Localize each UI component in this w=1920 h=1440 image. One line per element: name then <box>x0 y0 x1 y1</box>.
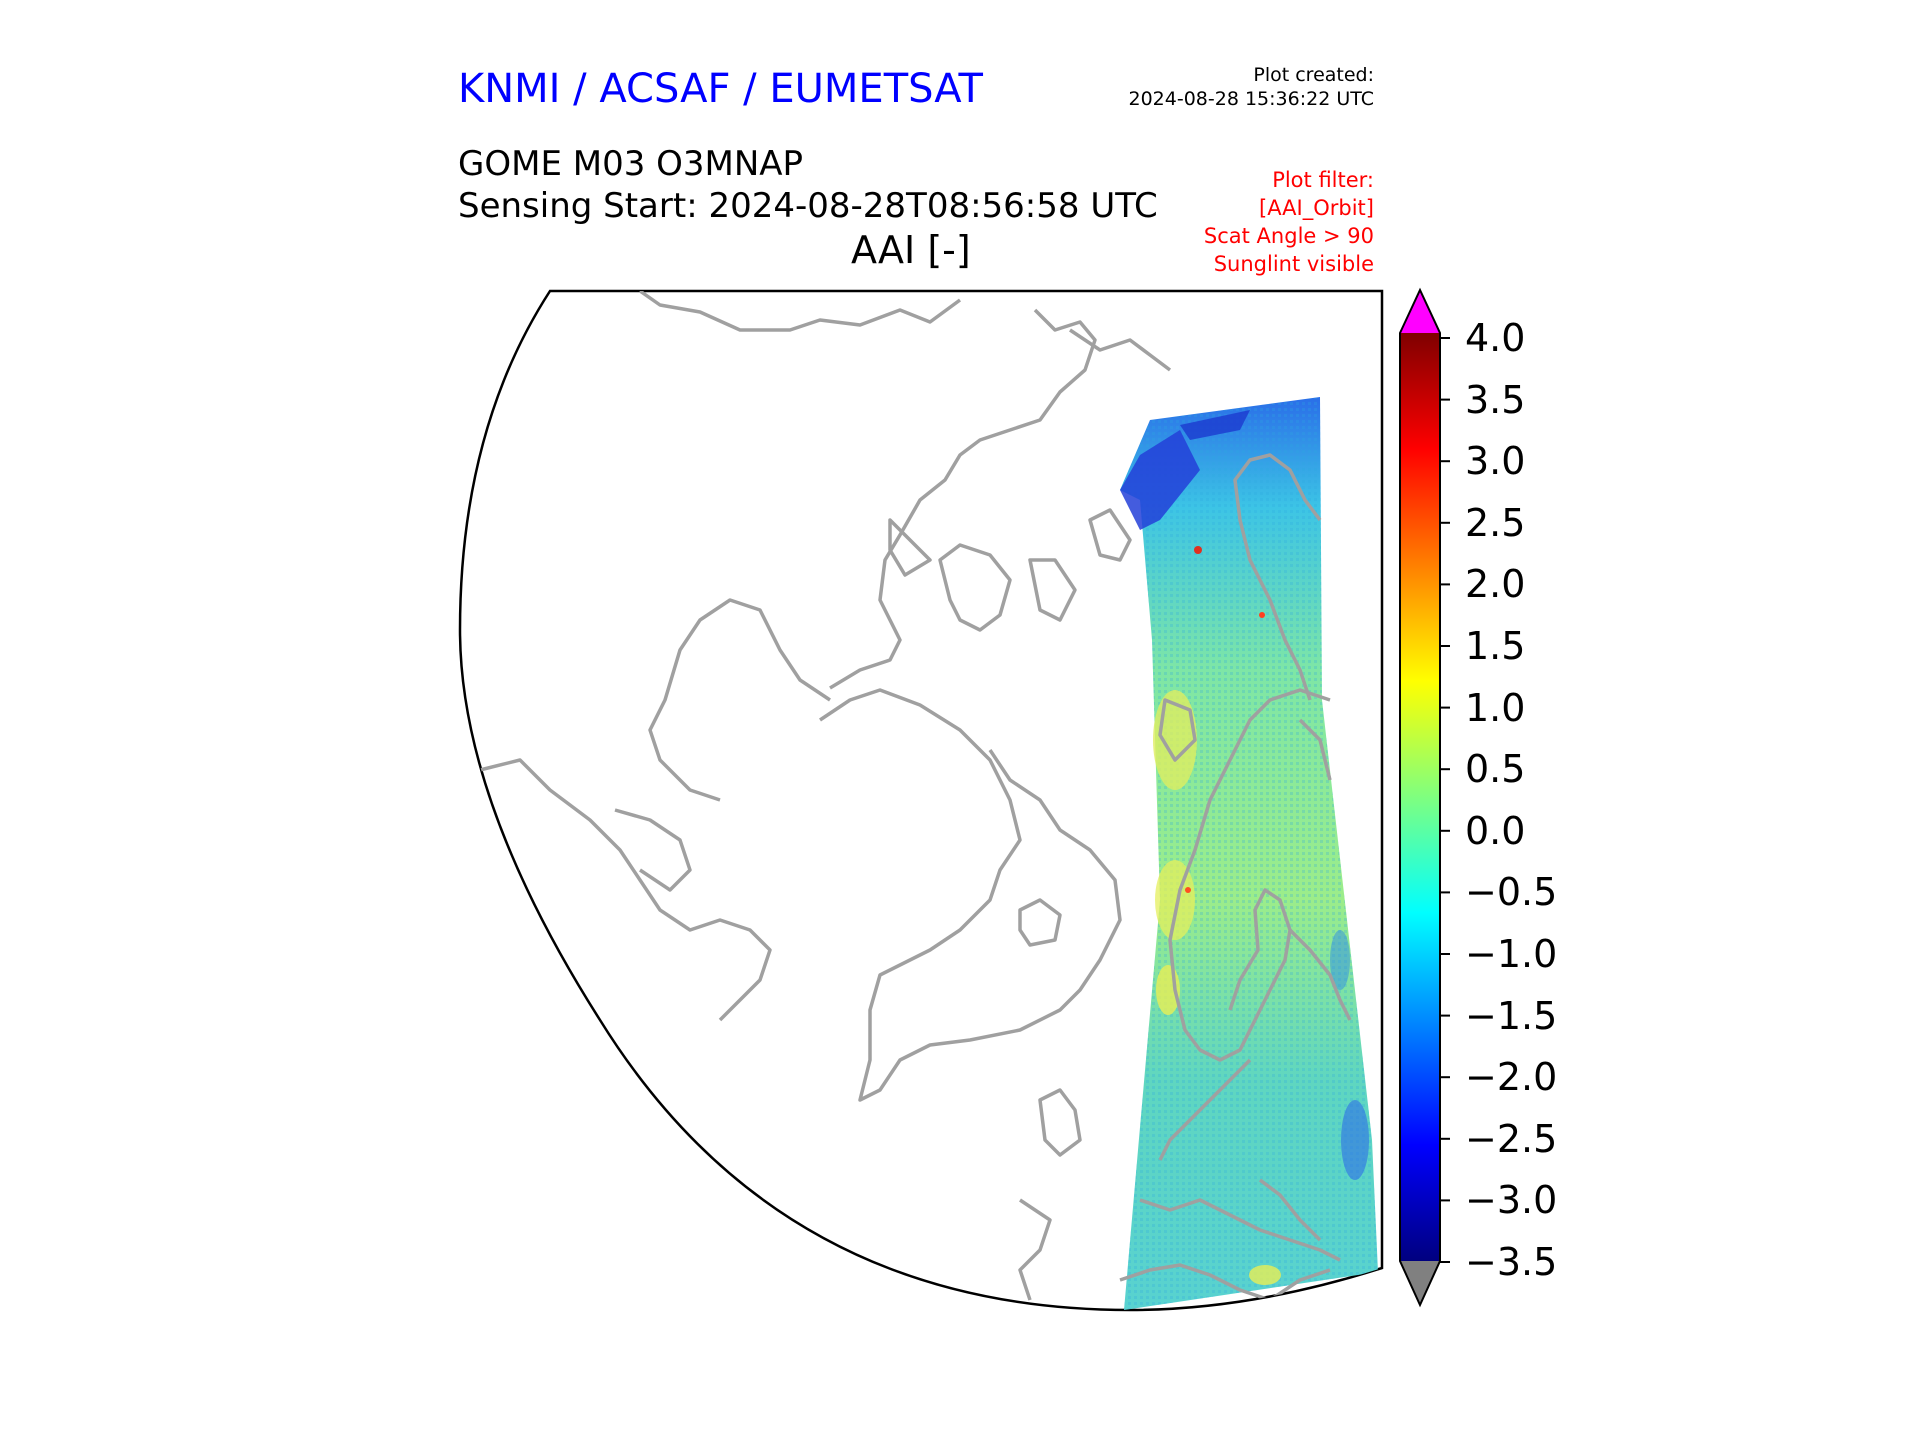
colorbar-tick-label: −2.0 <box>1465 1055 1558 1100</box>
colorbar-under-extension <box>1400 1261 1440 1305</box>
colorbar-tick-label: −0.5 <box>1465 870 1558 915</box>
plot-created-label: Plot created: <box>1253 64 1374 86</box>
agency-title: KNMI / ACSAF / EUMETSAT <box>458 66 983 112</box>
colorbar-tick-label: 2.0 <box>1465 562 1526 607</box>
colorbar <box>1399 287 1450 1308</box>
swath-low-values <box>1120 430 1200 530</box>
colorbar-tick-label: 0.0 <box>1465 808 1526 853</box>
colorbar-tick-label: −3.5 <box>1465 1240 1558 1284</box>
plot-filter-label: Plot filter: <box>1272 168 1374 192</box>
colorbar-tick-label: 1.5 <box>1465 624 1526 668</box>
quantity-title: AAI [-] <box>851 228 971 272</box>
colorbar-tick-label: 1.0 <box>1465 685 1526 730</box>
colorbar-tick-label: −1.5 <box>1465 993 1558 1038</box>
colorbar-tick-label: 0.5 <box>1465 747 1526 792</box>
colorbar-tick-label: 3.0 <box>1465 439 1526 484</box>
plot-filter-orbit: [AAI_Orbit] <box>1259 196 1374 220</box>
plot-filter-scat-angle: Scat Angle > 90 <box>1203 224 1374 248</box>
colorbar-tick-label: 2.5 <box>1465 500 1526 545</box>
plot-filter-sunglint: Sunglint visible <box>1213 252 1374 276</box>
product-name: GOME M03 O3MNAP <box>458 144 804 184</box>
colorbar-tick-label: −3.0 <box>1465 1178 1558 1223</box>
sensing-start: Sensing Start: 2024-08-28T08:56:58 UTC <box>458 186 1158 226</box>
colorbar-tick-label: −2.5 <box>1465 1116 1558 1161</box>
coastlines <box>479 291 1352 1302</box>
colorbar-ramp <box>1400 333 1440 1261</box>
colorbar-tick-label: 3.5 <box>1465 377 1526 422</box>
plot-created-time: 2024-08-28 15:36:22 UTC <box>1128 88 1375 110</box>
colorbar-tick-label: −1.0 <box>1465 932 1558 976</box>
colorbar-tick-label: 4.0 <box>1465 316 1526 360</box>
colorbar-over-extension <box>1400 290 1440 333</box>
